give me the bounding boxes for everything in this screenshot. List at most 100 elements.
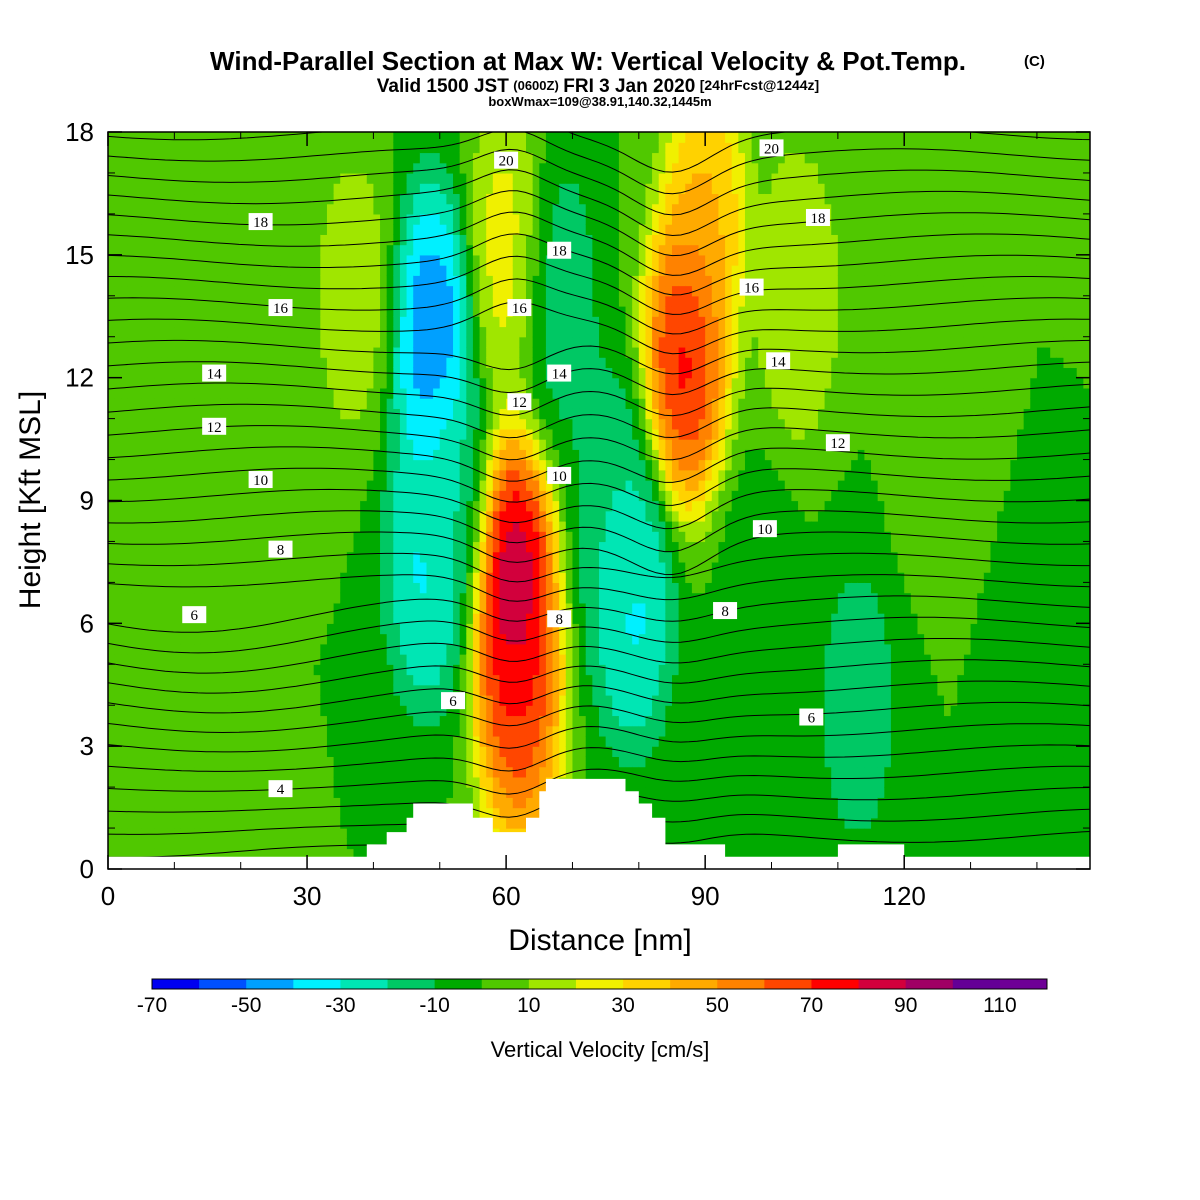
velocity-cell: [459, 275, 467, 287]
velocity-cell: [187, 275, 195, 287]
velocity-cell: [446, 510, 454, 522]
velocity-cell: [346, 510, 355, 522]
velocity-cell: [253, 265, 262, 276]
velocity-cell: [539, 265, 547, 276]
velocity-cell: [380, 664, 388, 676]
velocity-cell: [207, 572, 215, 583]
velocity-cell: [174, 664, 182, 676]
velocity-cell: [353, 357, 361, 369]
velocity-cell: [433, 469, 441, 481]
velocity-cell: [234, 439, 242, 450]
velocity-cell: [154, 480, 162, 491]
velocity-cell: [260, 142, 268, 154]
velocity-cell: [433, 326, 441, 338]
velocity-cell: [234, 541, 242, 553]
velocity-cell: [426, 152, 434, 164]
velocity-cell: [147, 674, 156, 686]
velocity-cell: [459, 428, 467, 440]
velocity-cell: [174, 766, 182, 778]
velocity-cell: [453, 623, 461, 635]
velocity-cell: [187, 684, 195, 696]
velocity-cell: [161, 633, 169, 645]
velocity-cell: [486, 541, 494, 553]
velocity-cell: [393, 746, 401, 758]
velocity-cell: [326, 664, 335, 676]
velocity-cell: [386, 500, 394, 512]
velocity-cell: [287, 684, 295, 696]
velocity-cell: [127, 715, 136, 727]
velocity-cell: [253, 408, 262, 420]
velocity-cell: [439, 735, 447, 747]
velocity-cell: [492, 613, 501, 624]
velocity-cell: [234, 531, 242, 543]
velocity-cell: [114, 633, 122, 645]
velocity-cell: [293, 766, 302, 778]
velocity-cell: [519, 244, 527, 256]
velocity-cell: [453, 265, 461, 276]
velocity-cell: [539, 326, 547, 338]
velocity-cell: [439, 346, 447, 358]
velocity-cell: [127, 377, 136, 389]
velocity-cell: [307, 490, 315, 502]
velocity-cell: [466, 428, 474, 440]
velocity-cell: [360, 531, 368, 543]
velocity-cell: [220, 828, 229, 839]
velocity-cell: [340, 480, 348, 491]
velocity-cell: [333, 152, 341, 164]
velocity-cell: [519, 725, 527, 737]
velocity-cell: [413, 531, 421, 543]
velocity-cell: [300, 520, 308, 532]
velocity-cell: [227, 418, 235, 430]
velocity-cell: [466, 715, 474, 727]
velocity-cell: [380, 418, 388, 430]
velocity-cell: [360, 213, 368, 225]
velocity-cell: [253, 234, 262, 246]
velocity-cell: [519, 377, 527, 389]
velocity-cell: [214, 756, 222, 768]
velocity-cell: [426, 439, 434, 450]
velocity-cell: [260, 306, 268, 317]
velocity-cell: [446, 275, 454, 287]
velocity-cell: [260, 316, 268, 328]
velocity-cell: [526, 746, 534, 758]
velocity-cell: [439, 418, 447, 430]
velocity-cell: [433, 684, 441, 696]
velocity-cell: [187, 172, 195, 184]
velocity-cell: [154, 265, 162, 276]
velocity-cell: [446, 428, 454, 440]
velocity-cell: [545, 500, 554, 512]
velocity-cell: [234, 694, 242, 706]
velocity-cell: [506, 439, 514, 450]
velocity-cell: [386, 265, 394, 276]
velocity-cell: [180, 357, 189, 369]
velocity-cell: [141, 275, 149, 287]
velocity-cell: [253, 797, 262, 809]
velocity-cell: [373, 244, 381, 256]
velocity-cell: [426, 674, 434, 686]
velocity-cell: [247, 715, 255, 727]
velocity-cell: [240, 633, 248, 645]
velocity-cell: [340, 459, 348, 471]
velocity-cell: [247, 582, 255, 594]
velocity-cell: [393, 439, 401, 450]
velocity-cell: [346, 234, 355, 246]
velocity-cell: [194, 766, 202, 778]
velocity-cell: [399, 664, 408, 676]
velocity-cell: [479, 500, 487, 512]
velocity-cell: [472, 725, 481, 737]
velocity-cell: [532, 500, 540, 512]
velocity-cell: [293, 480, 302, 491]
velocity-cell: [446, 684, 454, 696]
velocity-cell: [512, 193, 520, 205]
velocity-cell: [260, 357, 268, 369]
velocity-cell: [134, 520, 142, 532]
velocity-cell: [386, 787, 394, 798]
velocity-cell: [366, 500, 375, 512]
velocity-cell: [187, 387, 195, 399]
velocity-cell: [340, 735, 348, 747]
velocity-cell: [154, 275, 162, 287]
velocity-cell: [313, 480, 321, 491]
velocity-cell: [273, 766, 282, 778]
velocity-cell: [108, 183, 116, 195]
velocity-cell: [380, 449, 388, 461]
